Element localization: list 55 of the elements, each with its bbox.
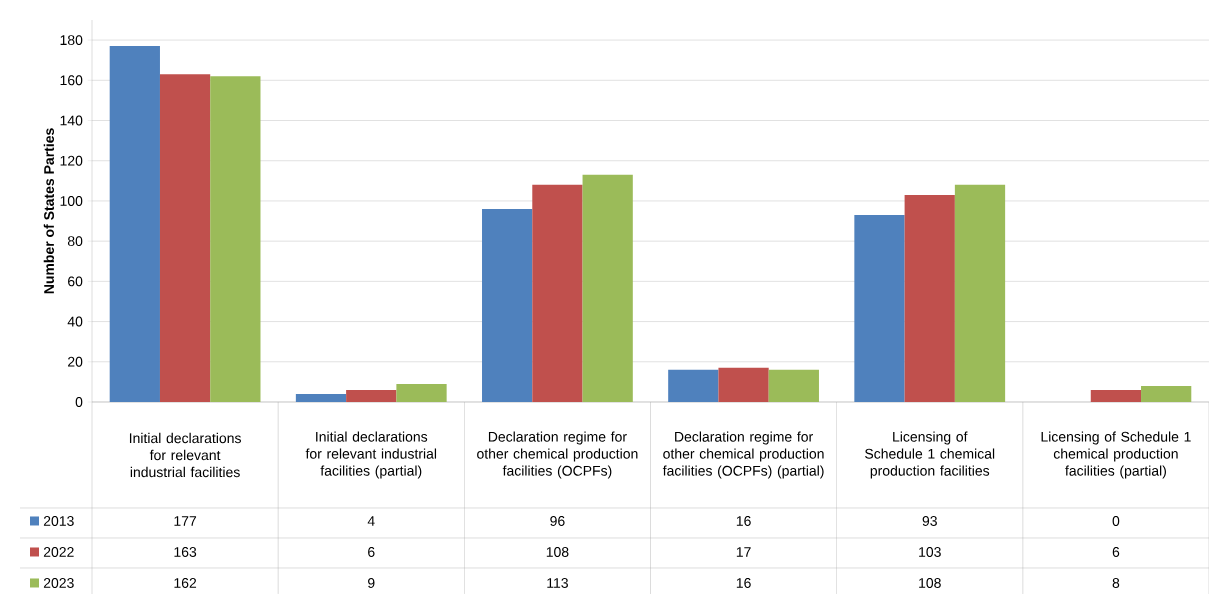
data-label: 108 [919, 578, 941, 588]
bar [295, 393, 347, 402]
bar [582, 174, 633, 402]
bar [768, 369, 819, 402]
x-tick-label: Initial declarations for relevant industrial facilities (partial) [305, 431, 437, 479]
data-label: 16 [736, 578, 751, 588]
bar [532, 184, 583, 402]
y-tick-label: 40 [67, 316, 83, 327]
bar [1141, 385, 1192, 402]
x-tick-label: Declaration regime for other chemical production facilities (OCPFs) [477, 431, 638, 479]
y-tick-label: 160 [60, 75, 83, 86]
x-tick-label: Declaration regime for other chemical production facilities (OCPFs) (partial) [662, 431, 824, 479]
y-tick-label: 140 [60, 115, 83, 126]
legend-label: 2022 [43, 547, 74, 557]
bar [718, 367, 769, 402]
data-label: 4 [367, 516, 375, 526]
legend-label: 2023 [43, 578, 74, 588]
y-tick-label: 180 [60, 35, 83, 46]
data-label: 162 [174, 578, 197, 588]
bar [482, 208, 533, 402]
y-tick-label: 20 [68, 356, 83, 367]
x-tick-label: Licensing of Schedule 1 chemical production facilities (partial) [1041, 431, 1191, 479]
x-tick-label: Initial declarations for relevant industrial facilities [129, 432, 241, 478]
bar [210, 76, 261, 402]
y-tick-label: 80 [67, 236, 83, 247]
bar [109, 46, 160, 402]
bar [396, 383, 447, 402]
x-tick-label: Licensing of Schedule 1 chemical production facilities [865, 431, 995, 479]
data-label: 177 [174, 516, 197, 526]
bar [1090, 389, 1142, 402]
y-tick-label: 60 [68, 276, 83, 287]
bar [854, 215, 905, 402]
bar [904, 194, 955, 402]
data-label: 108 [546, 547, 569, 557]
y-tick-label: 0 [75, 397, 83, 407]
data-label: 6 [1112, 547, 1120, 557]
data-label: 93 [922, 516, 937, 526]
data-label: 163 [174, 547, 197, 557]
bar [159, 74, 211, 402]
bar [668, 369, 719, 402]
data-label: 16 [736, 516, 751, 526]
y-axis-title: Number of States Parties [43, 128, 55, 294]
data-label: 6 [368, 547, 375, 557]
data-label: 96 [550, 516, 565, 526]
data-label: 9 [368, 578, 375, 588]
data-label: 103 [919, 547, 941, 557]
bar [954, 184, 1006, 402]
data-label: 17 [736, 547, 751, 557]
data-label: 0 [1112, 516, 1120, 526]
data-label: 113 [547, 578, 568, 588]
y-tick-label: 120 [60, 155, 83, 166]
legend-label: 2013 [43, 516, 74, 526]
data-label: 8 [1112, 578, 1120, 588]
y-tick-label: 100 [60, 195, 83, 206]
bar [346, 389, 397, 402]
